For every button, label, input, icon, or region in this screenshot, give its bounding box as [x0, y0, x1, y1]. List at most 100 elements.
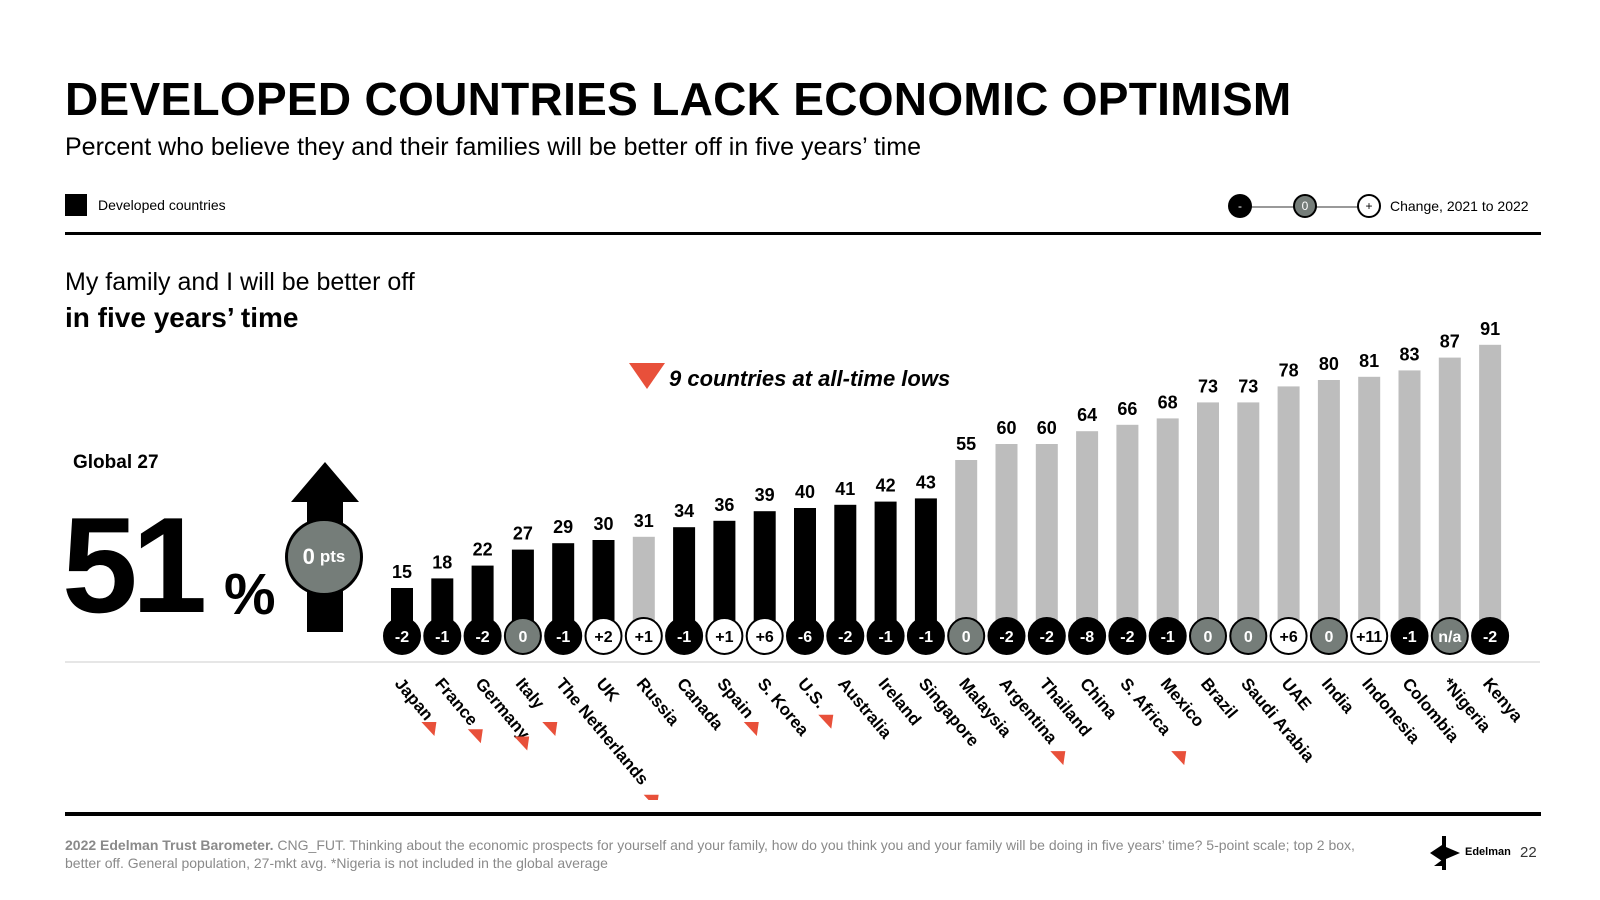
change-circle	[1108, 617, 1147, 655]
bar	[632, 536, 655, 636]
bar-value-label: 27	[513, 524, 533, 544]
bar	[1358, 376, 1381, 636]
change-circle	[745, 617, 784, 655]
bar-chart: 15-2Japan18-1France22-2Germany270Italy29…	[65, 319, 1540, 800]
bar	[834, 504, 857, 636]
bar	[592, 540, 615, 636]
change-zero-icon: 0	[1293, 194, 1317, 218]
bar-value-label: 18	[432, 552, 452, 572]
global-value: 51	[62, 489, 207, 641]
bar-value-label: 55	[956, 434, 976, 454]
footer-text: CNG_FUT. Thinking about the economic pro…	[65, 837, 1355, 871]
bar-value-label: 73	[1238, 376, 1258, 396]
change-circle	[383, 617, 421, 655]
change-circle	[987, 617, 1026, 655]
bar	[1317, 380, 1340, 636]
edelman-logo-icon	[1430, 836, 1460, 870]
change-circle	[463, 617, 502, 655]
bar-value-label: 36	[714, 495, 734, 515]
global-percent-sign: %	[224, 562, 276, 627]
bar	[1116, 424, 1139, 636]
global-label: Global 27	[73, 452, 159, 473]
all-time-low-marker	[1050, 751, 1066, 766]
bar-value-label: 81	[1359, 351, 1379, 371]
all-time-low-marker	[818, 714, 834, 729]
change-circle	[1390, 617, 1429, 655]
change-circle	[544, 617, 583, 655]
change-label: 0	[1244, 629, 1253, 646]
change-circle	[1269, 617, 1308, 655]
bar-value-label: 60	[996, 418, 1016, 438]
bar-value-label: 43	[916, 472, 936, 492]
bar-value-label: 91	[1480, 319, 1500, 339]
change-label: 0	[962, 629, 971, 646]
change-circle	[1148, 617, 1187, 655]
change-circle	[665, 617, 704, 655]
all-time-low-marker	[743, 721, 759, 736]
bar-value-label: 15	[392, 562, 412, 582]
bar-value-label: 66	[1117, 399, 1137, 419]
bar-value-label: 80	[1319, 354, 1339, 374]
change-circle	[786, 617, 824, 655]
category-label: France	[431, 674, 481, 729]
bar-value-label: 83	[1399, 344, 1419, 364]
page-subtitle: Percent who believe they and their famil…	[65, 133, 921, 161]
all-time-low-icon	[629, 363, 665, 389]
change-label: +1	[635, 629, 653, 646]
change-label: +2	[594, 629, 612, 646]
bar-value-label: 73	[1198, 376, 1218, 396]
change-circle	[584, 617, 623, 655]
change-label: -2	[475, 629, 489, 646]
bar-value-label: 60	[1037, 418, 1057, 438]
bar-value-label: 31	[634, 511, 654, 531]
category-label: Italy	[512, 674, 549, 713]
logo-name: Edelman	[1465, 846, 1511, 858]
question-line-1: My family and I will be better off	[65, 268, 415, 296]
bar-value-label: 64	[1077, 405, 1097, 425]
bar	[713, 520, 736, 636]
bar	[1197, 402, 1219, 636]
change-circle	[906, 617, 945, 655]
change-label: n/a	[1438, 629, 1461, 646]
change-minus-icon: -	[1228, 194, 1252, 218]
change-label: -2	[1120, 629, 1134, 646]
bar	[511, 549, 534, 636]
change-circle	[503, 617, 542, 655]
change-label: +11	[1356, 629, 1382, 646]
bar	[1438, 357, 1461, 636]
bar-value-label: 39	[755, 485, 775, 505]
change-label: +6	[1279, 629, 1297, 646]
category-label: U.S.	[794, 674, 830, 712]
bar-value-label: 41	[835, 479, 855, 499]
footer-source: 2022 Edelman Trust Barometer.	[65, 837, 274, 853]
change-label: -1	[919, 629, 933, 646]
footer-note: 2022 Edelman Trust Barometer. CNG_FUT. T…	[65, 836, 1365, 872]
change-label: -1	[677, 629, 691, 646]
change-legend-label: Change, 2021 to 2022	[1390, 198, 1529, 214]
bar	[552, 543, 575, 636]
all-time-low-marker	[542, 721, 558, 736]
change-circle	[1430, 617, 1469, 655]
change-circle	[866, 617, 905, 655]
change-circle	[947, 617, 986, 655]
bar	[673, 527, 696, 636]
change-label: +6	[756, 629, 774, 646]
bar	[1479, 344, 1502, 636]
change-circle	[1189, 617, 1227, 655]
change-label: -1	[556, 629, 570, 646]
bar-value-label: 22	[473, 540, 493, 560]
category-label: UAE	[1278, 674, 1316, 714]
bar	[955, 460, 978, 636]
bar	[1398, 370, 1421, 636]
bar	[1156, 418, 1179, 636]
developed-legend-swatch	[65, 194, 87, 216]
page-title: DEVELOPED COUNTRIES LACK ECONOMIC OPTIMI…	[65, 73, 1292, 125]
bar	[753, 511, 776, 636]
change-label: 0	[518, 629, 527, 646]
bottom-divider	[65, 812, 1541, 816]
category-label: India	[1318, 674, 1358, 717]
change-label: -1	[1161, 629, 1175, 646]
category-label: Saudi Arabia	[1237, 674, 1318, 766]
all-time-low-marker	[514, 736, 530, 751]
change-label: +1	[715, 629, 733, 646]
